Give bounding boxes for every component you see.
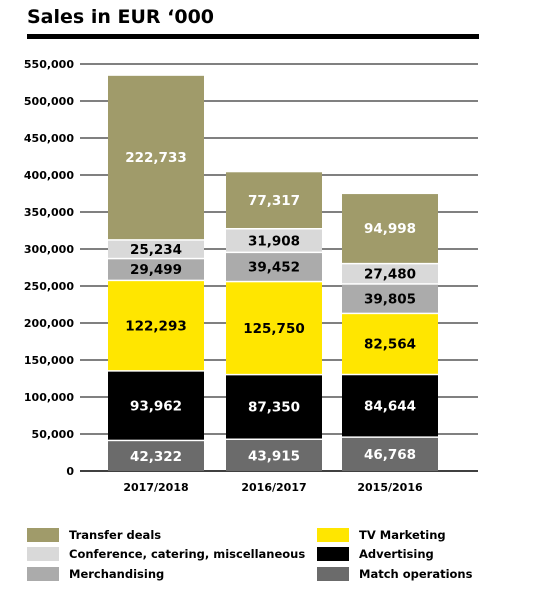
bar-2017-2018-match-operations-label: 42,322 bbox=[130, 449, 182, 465]
stacked-bar-chart: 0 50,000 100,000 150,000 200,000 250,000 300,0… bbox=[24, 58, 478, 494]
bar-2016-2017-conference-catering-miscellaneous bbox=[226, 229, 322, 252]
y-tick-label-0: 0 bbox=[66, 465, 74, 478]
x-tick-label-2016-2017: 2016/2017 bbox=[241, 481, 306, 494]
y-tick-label-9: 450,000 bbox=[24, 132, 74, 145]
title-rule bbox=[27, 34, 479, 39]
bar-2017-2018-conference-catering-miscellaneous-label: 25,234 bbox=[130, 242, 182, 258]
bar-2015-2016-match-operations bbox=[342, 437, 438, 471]
legend-label-transfer-deals: Transfer deals bbox=[69, 528, 162, 542]
bar-2016-2017-transfer-deals-label: 77,317 bbox=[248, 193, 300, 209]
bar-2015-2016-advertising bbox=[342, 375, 438, 437]
bar-2017-2018-merchandising-label: 29,499 bbox=[130, 262, 182, 278]
legend-label-conference: Conference, catering, miscellaneous bbox=[69, 547, 306, 561]
y-tick-label-3: 150,000 bbox=[24, 354, 74, 367]
legend-label-advertising: Advertising bbox=[359, 547, 434, 561]
legend-label-tv-marketing: TV Marketing bbox=[359, 528, 446, 542]
legend-swatch-conference bbox=[27, 547, 59, 561]
bar-2017-2018-transfer-deals bbox=[108, 75, 204, 240]
legend-swatch-merchandising bbox=[27, 567, 59, 581]
legend-item-conference: Conference, catering, miscellaneous bbox=[27, 547, 305, 561]
bar-2017-2018-merchandising bbox=[108, 259, 204, 280]
bar-2016-2017-merchandising-label: 39,452 bbox=[248, 260, 300, 276]
x-tick-label-2015-2016: 2015/2016 bbox=[357, 481, 423, 494]
bar-2015-2016-merchandising-label: 39,805 bbox=[364, 291, 416, 307]
legend-item-match-operations: Match operations bbox=[317, 567, 472, 581]
bar-2015-2016-conference-catering-miscellaneous-label: 27,480 bbox=[364, 267, 416, 283]
legend-item-transfer-deals: Transfer deals bbox=[27, 528, 161, 542]
legend-item-advertising: Advertising bbox=[317, 547, 434, 561]
bar-2016-2017-merchandising bbox=[226, 253, 322, 281]
bar-2015-2016-merchandising bbox=[342, 284, 438, 313]
bar-2015-2016-tv-marketing-label: 82,564 bbox=[364, 337, 416, 353]
y-tick-label-10: 500,000 bbox=[24, 95, 74, 108]
bar-2015-2016-transfer-deals bbox=[342, 194, 438, 263]
bar-2016-2017-conference-catering-miscellaneous-label: 31,908 bbox=[248, 233, 300, 249]
legend-label-match-operations: Match operations bbox=[359, 567, 473, 581]
bar-2017-2018-match-operations bbox=[108, 441, 204, 471]
bar-2017-2018-conference-catering-miscellaneous bbox=[108, 240, 204, 258]
legend-swatch-tv-marketing bbox=[317, 528, 349, 542]
y-tick-label-2: 100,000 bbox=[24, 391, 74, 404]
bar-2017-2018-advertising bbox=[108, 371, 204, 440]
bar-2015-2016-advertising-label: 84,644 bbox=[364, 399, 416, 415]
bar-2016-2017-match-operations bbox=[226, 440, 322, 471]
y-tick-label-1: 50,000 bbox=[32, 428, 75, 441]
y-tick-label-4: 200,000 bbox=[24, 317, 74, 330]
bar-2015-2016-conference-catering-miscellaneous bbox=[342, 264, 438, 284]
bar-2016-2017-advertising bbox=[226, 375, 322, 439]
y-tick-label-5: 250,000 bbox=[24, 280, 74, 293]
y-tick-label-8: 400,000 bbox=[24, 169, 74, 182]
chart-title: Sales in EUR ‘000 bbox=[27, 6, 215, 28]
bar-2016-2017-transfer-deals bbox=[226, 172, 322, 229]
legend-item-merchandising: Merchandising bbox=[27, 567, 164, 581]
bar-2017-2018-tv-marketing-label: 122,293 bbox=[125, 318, 187, 334]
bar-2017-2018-tv-marketing bbox=[108, 281, 204, 371]
y-tick-label-7: 350,000 bbox=[24, 206, 74, 219]
bar-2016-2017-match-operations-label: 43,915 bbox=[248, 448, 300, 464]
bar-2017-2018-transfer-deals-label: 222,733 bbox=[125, 150, 187, 166]
bar-2015-2016-match-operations-label: 46,768 bbox=[364, 447, 416, 463]
bar-2016-2017-advertising-label: 87,350 bbox=[248, 400, 300, 416]
x-tick-label-2017-2018: 2017/2018 bbox=[123, 481, 188, 494]
y-tick-label-6: 300,000 bbox=[24, 243, 74, 256]
legend-label-merchandising: Merchandising bbox=[69, 567, 165, 581]
bar-2015-2016-transfer-deals-label: 94,998 bbox=[364, 221, 416, 237]
legend-swatch-transfer-deals bbox=[27, 528, 59, 542]
legend-swatch-match-operations bbox=[317, 567, 349, 581]
bar-2015-2016-tv-marketing bbox=[342, 314, 438, 374]
legend-swatch-advertising bbox=[317, 547, 349, 561]
bar-2016-2017-tv-marketing bbox=[226, 282, 322, 374]
bar-2017-2018-advertising-label: 93,962 bbox=[130, 398, 182, 414]
legend-item-tv-marketing: TV Marketing bbox=[317, 528, 446, 542]
y-tick-label-11: 550,000 bbox=[24, 58, 74, 71]
bar-2016-2017-tv-marketing-label: 125,750 bbox=[243, 321, 305, 337]
